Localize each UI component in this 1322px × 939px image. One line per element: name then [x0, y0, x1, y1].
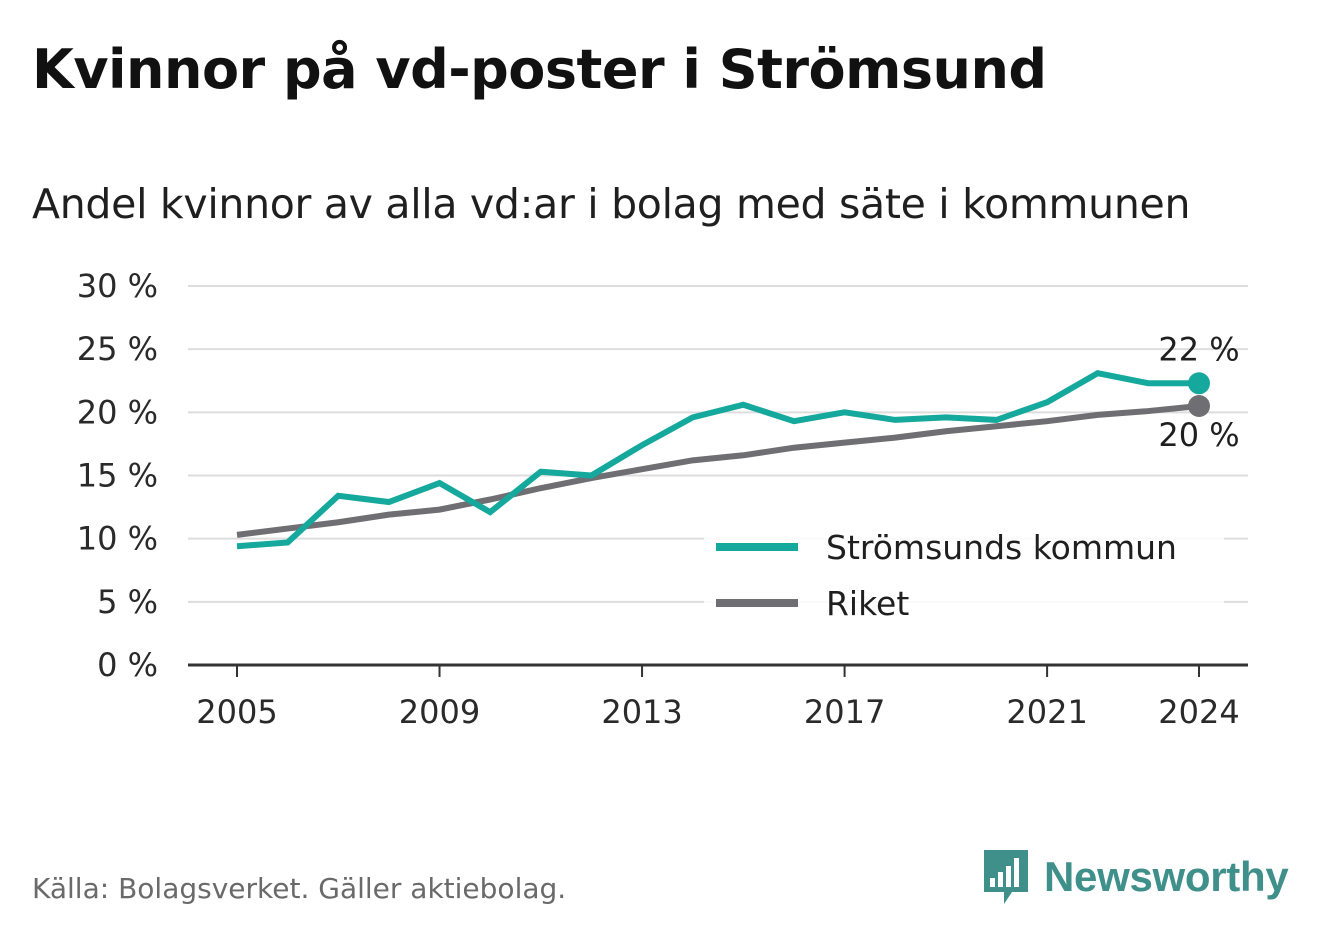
y-tick-label: 20 %: [77, 393, 158, 431]
legend-label-riket: Riket: [826, 584, 909, 623]
end-point-stromsund: [1188, 372, 1210, 395]
brand-logo: Newsworthy: [982, 848, 1289, 906]
x-tick-label: 2017: [804, 693, 885, 731]
series-line-riket: [236, 403, 1200, 538]
x-tick-label: 2013: [601, 693, 682, 731]
newsworthy-logo-icon: [984, 850, 1028, 904]
end-label-riket: 20 %: [1158, 416, 1239, 454]
chart-title: Kvinnor på vd-poster i Strömsund: [32, 38, 1047, 101]
series-line-stromsund: [236, 370, 1199, 550]
y-tick-label: 30 %: [77, 267, 158, 305]
y-tick-label: 0 %: [97, 646, 158, 684]
x-tick-label: 2005: [196, 693, 277, 731]
y-tick-label: 15 %: [77, 457, 158, 495]
series-lines: [236, 370, 1210, 550]
chart-subtitle: Andel kvinnor av alla vd:ar i bolag med …: [32, 180, 1191, 228]
x-axis: 2005 2009 2013 2017 2021 2024: [188, 663, 1248, 731]
source-note: Källa: Bolagsverket. Gäller aktiebolag.: [32, 872, 567, 905]
y-axis: 0 % 5 % 10 % 15 % 20 % 25 % 30 %: [77, 267, 158, 684]
legend: Strömsunds kommun Riket: [704, 512, 1224, 636]
end-labels: 22 % 20 %: [1158, 330, 1239, 454]
x-tick-label: 2021: [1006, 693, 1087, 731]
x-tick-label: 2024: [1158, 693, 1239, 731]
y-tick-label: 25 %: [77, 330, 158, 368]
end-point-riket: [1188, 395, 1210, 418]
x-tick-label: 2009: [399, 693, 480, 731]
y-tick-label: 10 %: [77, 520, 158, 558]
y-tick-label: 5 %: [97, 583, 158, 621]
brand-name: Newsworthy: [1044, 853, 1289, 900]
end-label-stromsund: 22 %: [1158, 330, 1239, 368]
legend-label-stromsund: Strömsunds kommun: [826, 528, 1177, 567]
legend-background: [704, 512, 1224, 636]
